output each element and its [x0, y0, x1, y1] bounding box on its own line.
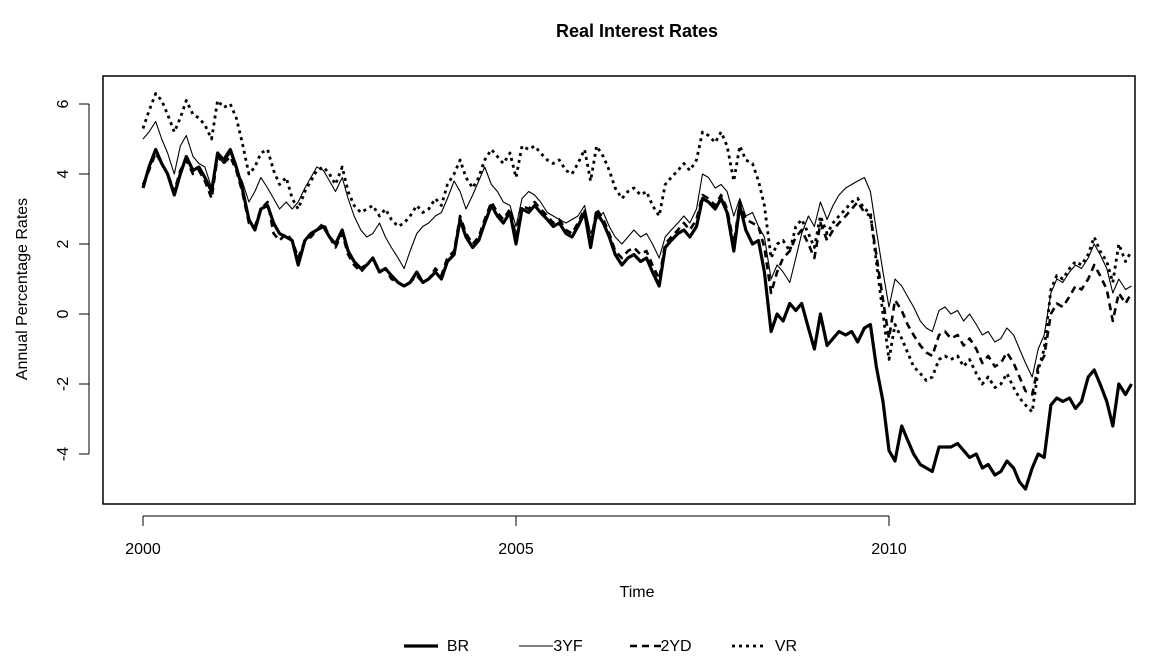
legend-label-3yf: 3YF — [553, 638, 583, 655]
y-tick-label: -4 — [55, 447, 72, 461]
chart-title: Real Interest Rates — [556, 21, 718, 41]
y-tick-label: 2 — [55, 239, 72, 248]
y-tick-label: 0 — [55, 309, 72, 318]
plot-frame — [102, 75, 1136, 505]
series-line-vr — [141, 92, 1133, 414]
legend-label-2yd: 2YD — [660, 638, 691, 655]
series-line-2yd — [141, 151, 1133, 396]
legend: BR 3YF 2YD VR — [404, 638, 797, 655]
legend-label-vr: VR — [775, 638, 797, 655]
x-tick-label: 2005 — [498, 541, 534, 558]
y-tick-label: -2 — [55, 377, 72, 391]
series-layer — [141, 92, 1133, 491]
y-tick-label: 6 — [55, 99, 72, 108]
x-tick-label: 2010 — [871, 541, 907, 558]
x-axis: 2000 2005 2010 — [125, 515, 907, 558]
x-axis-label: Time — [620, 584, 655, 601]
legend-label-br: BR — [447, 638, 469, 655]
y-axis-label: Annual Percentage Rates — [14, 198, 31, 380]
y-axis: -4 -2 0 2 4 6 — [55, 99, 90, 461]
y-tick-label: 4 — [55, 169, 72, 178]
x-tick-label: 2000 — [125, 541, 161, 558]
series-line-3yf — [142, 120, 1132, 378]
series-line-br — [141, 147, 1133, 491]
